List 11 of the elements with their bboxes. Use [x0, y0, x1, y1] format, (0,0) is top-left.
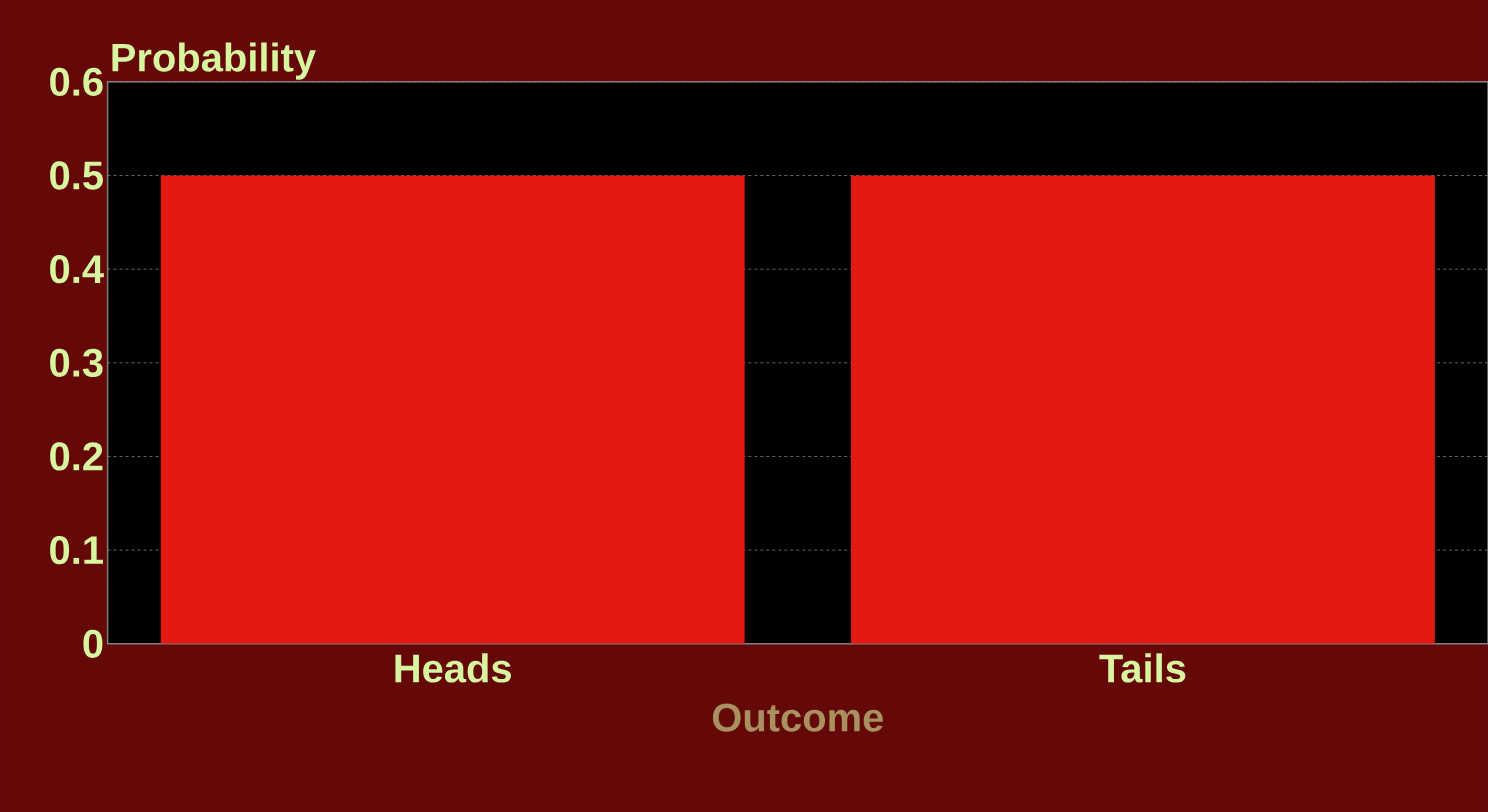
- y-tick-label: 0.5: [50, 161, 103, 190]
- y-axis-title: Probability: [112, 42, 316, 80]
- y-tick-label: 0.2: [50, 442, 103, 471]
- x-axis-title: Outcome: [712, 703, 883, 732]
- y-tick-label: 0: [83, 629, 103, 658]
- y-tick-label: 0.6: [50, 67, 103, 96]
- x-tick-label: Tails: [1099, 653, 1186, 683]
- y-tick-label: 0.4: [50, 254, 104, 284]
- x-tick-label: Heads: [395, 653, 511, 683]
- y-tick-label: 0.1: [50, 535, 103, 565]
- y-tick-label: 0.3: [50, 348, 103, 377]
